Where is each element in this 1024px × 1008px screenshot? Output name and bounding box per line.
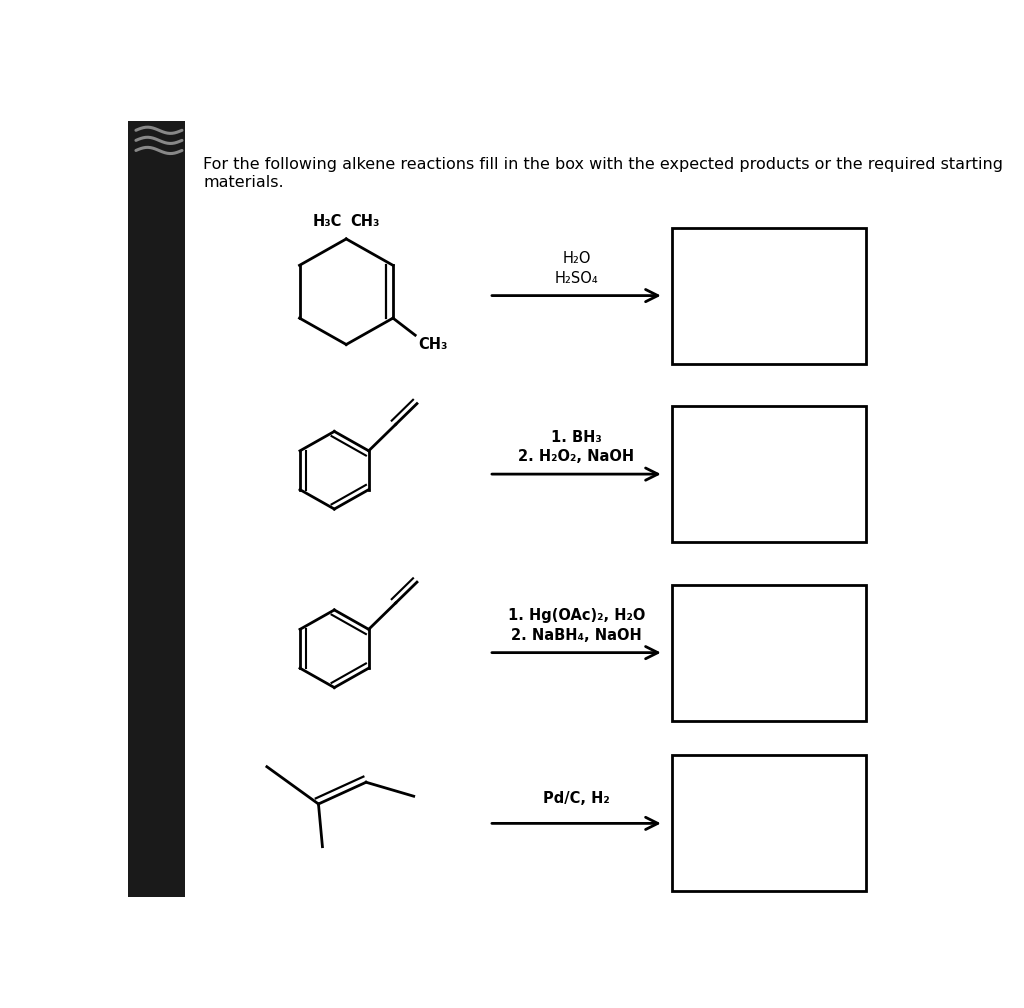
Text: 2. NaBH₄, NaOH: 2. NaBH₄, NaOH	[511, 628, 642, 642]
Bar	[672, 755, 866, 891]
Bar	[672, 406, 866, 542]
Text: H₂SO₄: H₂SO₄	[555, 270, 598, 285]
Text: CH₃: CH₃	[419, 337, 447, 352]
Text: 1. Hg(OAc)₂, H₂O: 1. Hg(OAc)₂, H₂O	[508, 608, 645, 623]
Text: 2. H₂O₂, NaOH: 2. H₂O₂, NaOH	[518, 449, 635, 464]
Text: Pd/C, H₂: Pd/C, H₂	[543, 791, 609, 806]
Bar	[128, 121, 185, 897]
Text: For the following alkene reactions fill in the box with the expected products or: For the following alkene reactions fill …	[204, 157, 1004, 190]
Bar	[672, 228, 866, 364]
Text: CH₃: CH₃	[350, 214, 380, 229]
Bar	[672, 585, 866, 721]
Text: H₃C: H₃C	[313, 214, 342, 229]
Text: H₂O: H₂O	[562, 251, 591, 266]
Text: 1. BH₃: 1. BH₃	[551, 429, 602, 445]
